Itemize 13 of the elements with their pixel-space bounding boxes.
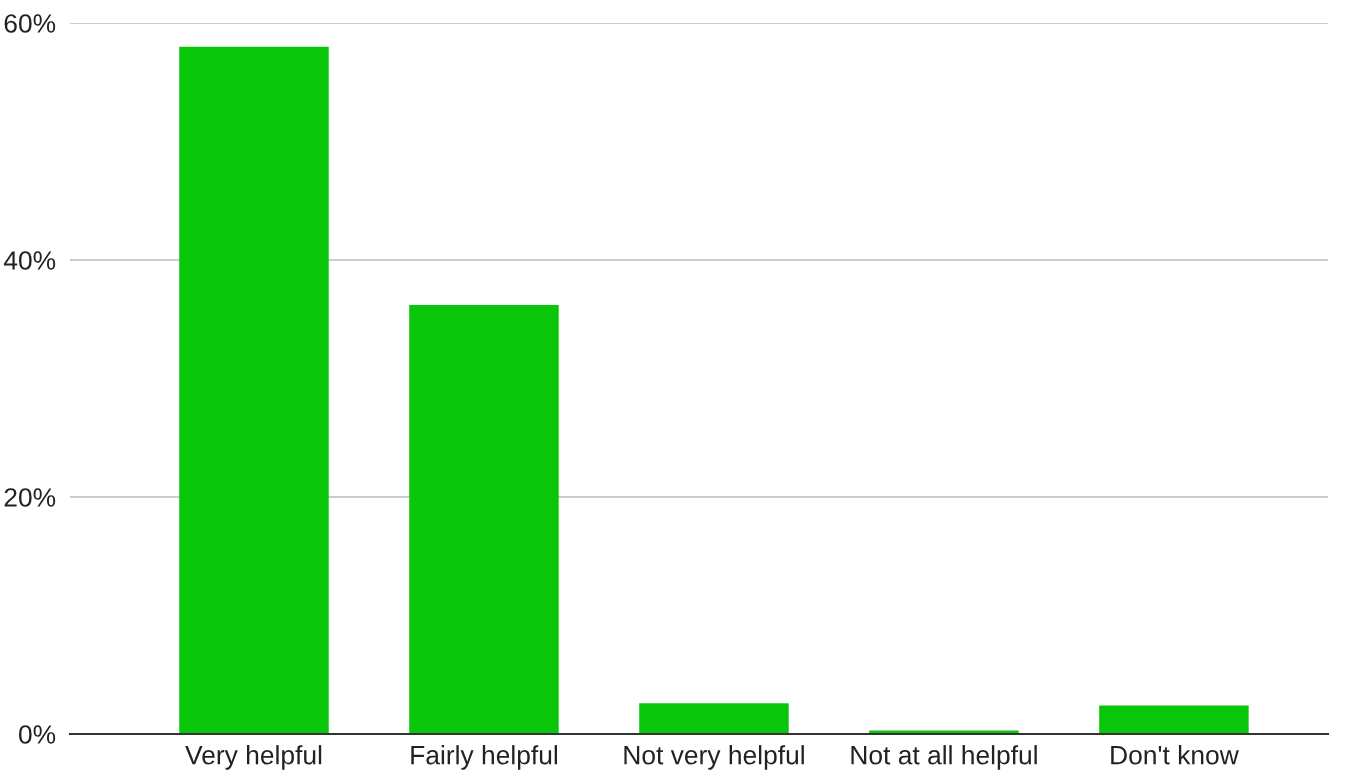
bar bbox=[409, 305, 559, 734]
x-tick-label: Very helpful bbox=[185, 745, 322, 770]
y-tick-label: 0% bbox=[19, 725, 56, 744]
bar bbox=[639, 703, 789, 734]
x-tick-label: Not very helpful bbox=[624, 745, 804, 770]
bar bbox=[1099, 705, 1249, 734]
bar bbox=[179, 46, 329, 734]
x-tick-label: Not at all helpful bbox=[851, 745, 1037, 770]
y-tick-label: 20% bbox=[4, 488, 56, 507]
x-tick-label: Fairly helpful bbox=[411, 745, 558, 770]
y-tick-label: 40% bbox=[3, 251, 56, 270]
y-tick-label: 60% bbox=[4, 14, 56, 33]
x-tick-label: Don't know bbox=[1111, 745, 1239, 765]
